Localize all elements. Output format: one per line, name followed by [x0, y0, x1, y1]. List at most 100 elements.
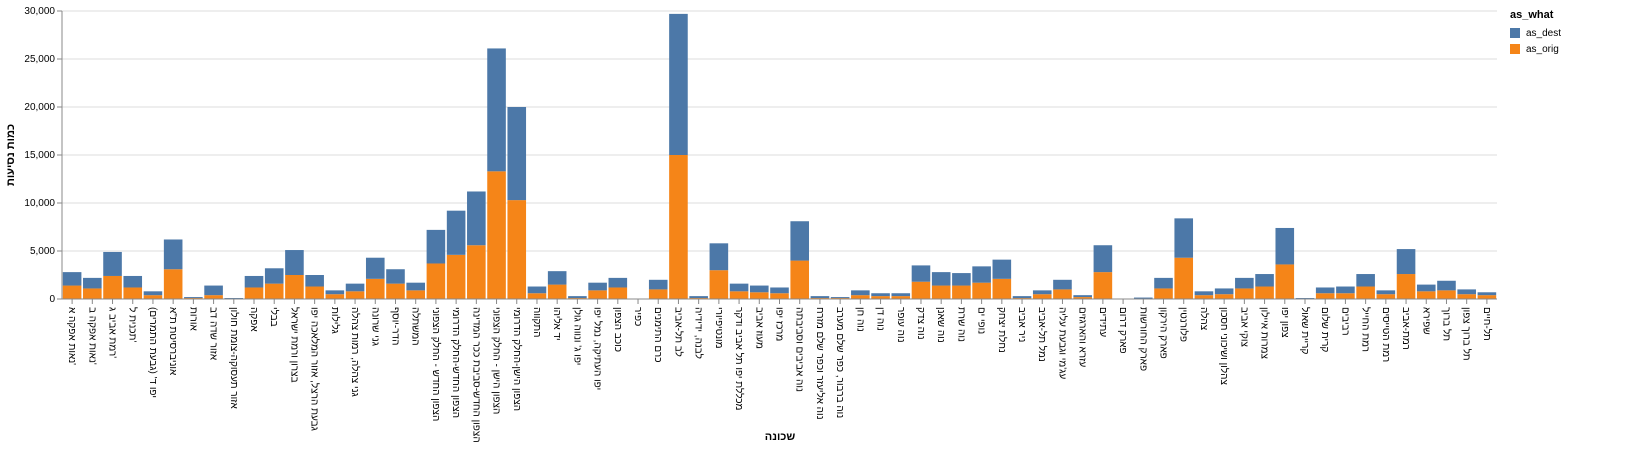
legend-label: as_dest	[1526, 28, 1561, 39]
x-tick-label: בצרון ורמת ישראל	[288, 307, 300, 383]
x-tick-label: שפירא	[1420, 307, 1431, 335]
bar-segment	[244, 287, 264, 299]
x-tick-label: תל-חיים	[1481, 307, 1493, 341]
bar-segment	[406, 282, 425, 291]
bar-segment	[163, 269, 183, 299]
x-tick-label: רמת החייל	[1360, 307, 1372, 352]
bar-segment	[1255, 286, 1274, 299]
bar-segment	[1315, 287, 1335, 294]
bar-segment	[1214, 294, 1234, 299]
bar-segment	[1032, 290, 1052, 295]
bar-segment	[1194, 291, 1214, 296]
x-tick-label: רמת הטייסים	[1380, 307, 1391, 362]
bar-segment	[305, 275, 324, 287]
x-tick-label: תכנית ל'	[127, 307, 139, 342]
x-axis-title: שכונה	[765, 431, 796, 443]
bar-segment	[992, 259, 1012, 279]
x-tick-label: יפו העתיקה, נמל יפו	[592, 307, 604, 390]
bar-segment	[972, 266, 991, 283]
bar-segment	[285, 275, 304, 299]
x-tick-label: נמל תל-אביב	[1036, 307, 1048, 362]
x-tick-label: נחלת יצחק	[996, 307, 1008, 353]
bar-segment	[749, 292, 769, 299]
bar-segment	[709, 243, 729, 271]
bar-segment	[1457, 289, 1476, 295]
bar-segment	[123, 287, 143, 299]
x-tick-label: הצפון החדש-סביבת ככר המדינה	[470, 307, 481, 443]
bar-segment	[1154, 288, 1173, 299]
bar-segment	[911, 281, 931, 299]
bar-segment	[588, 290, 607, 299]
bar-segment	[1134, 297, 1153, 299]
bar-segment	[1073, 295, 1092, 298]
x-tick-label: יד אליהו	[551, 307, 563, 341]
bar-segment	[689, 296, 708, 299]
x-tick-label: גלילות	[329, 307, 341, 334]
bar-segment	[62, 272, 82, 286]
x-tick-label: אפקה	[248, 307, 259, 332]
bar-segment	[1437, 280, 1456, 291]
bar-segment	[1477, 295, 1497, 299]
bar-segment	[62, 285, 82, 299]
bar-segment	[1093, 245, 1113, 273]
bar-segment	[487, 48, 506, 172]
legend-swatch	[1510, 28, 1520, 38]
bar-segment	[1356, 286, 1375, 299]
x-tick-label: נוה ברבור, כפר שלם מערב	[834, 307, 846, 418]
bar-segment	[568, 296, 587, 299]
bar-segment	[871, 296, 890, 299]
x-tick-label: תל ברוך צפון	[1461, 307, 1473, 361]
x-tick-label: מרכז יפו	[774, 307, 785, 341]
bar-segment	[1255, 274, 1274, 287]
bar-segment	[547, 284, 567, 299]
bar-segment	[648, 279, 668, 290]
x-tick-label: פארק הירקון	[1158, 307, 1169, 359]
bar-segment	[830, 297, 850, 299]
bar-segment	[386, 283, 405, 299]
y-axis-title: כמות נסיעות	[5, 124, 17, 186]
bar-segment	[345, 291, 365, 299]
x-tick-label: בבלי	[268, 307, 280, 327]
bar-segment	[770, 287, 789, 294]
bar-segment	[952, 285, 971, 299]
x-tick-label: נאות אפקה ב'	[86, 307, 97, 365]
y-tick-label: 25,000	[24, 54, 55, 65]
x-tick-label: צפון יפו	[1279, 307, 1290, 338]
x-tick-label: אזור שדה דב	[208, 307, 219, 361]
x-tick-label: נוה דן	[875, 307, 886, 331]
x-tick-label: כוכב הצפון	[612, 307, 623, 352]
bar-segment	[365, 257, 385, 279]
bar-segment	[911, 265, 931, 282]
bar-segment	[123, 275, 143, 288]
bar-segment	[446, 210, 466, 255]
x-tick-label: קרית שלום	[1319, 307, 1331, 352]
bar-segment	[851, 295, 870, 299]
bar-segment	[931, 285, 951, 299]
bar-segment	[1457, 294, 1476, 299]
bar-segment	[931, 272, 951, 286]
x-tick-label: לב תל-אביב	[672, 307, 684, 357]
x-tick-label: עג'מי וגבעת עליה	[1056, 307, 1068, 379]
x-tick-label: צוקי אביב	[1238, 307, 1249, 348]
x-tick-label: אזור תעסוקה-צומת חולון	[228, 307, 240, 409]
x-tick-label: כרם התימנים	[652, 307, 663, 362]
x-tick-label: רביבים	[1339, 307, 1350, 336]
bar-segment	[426, 229, 446, 264]
bar-segment	[103, 275, 122, 299]
x-tick-label: נוה אביבים וסביבתה	[794, 307, 805, 392]
bar-segment	[1396, 249, 1416, 275]
bar-segment	[669, 13, 688, 155]
x-tick-label: יפו ד' (גבעת התמרים)	[147, 307, 158, 398]
bar-segment	[264, 268, 284, 284]
x-tick-label: גבעת הרצל, אזור המלאכה יפו	[309, 307, 321, 431]
bar-segment	[1315, 293, 1335, 299]
y-tick-label: 30,000	[24, 6, 55, 17]
bar-segment	[1336, 293, 1355, 299]
legend-label: as_orig	[1526, 44, 1559, 55]
y-tick-label: 5,000	[30, 246, 55, 257]
legend-title: as_what	[1510, 9, 1554, 21]
bar-segment	[1174, 218, 1194, 258]
bar-segment	[729, 291, 749, 299]
bar-segment	[1012, 296, 1032, 299]
